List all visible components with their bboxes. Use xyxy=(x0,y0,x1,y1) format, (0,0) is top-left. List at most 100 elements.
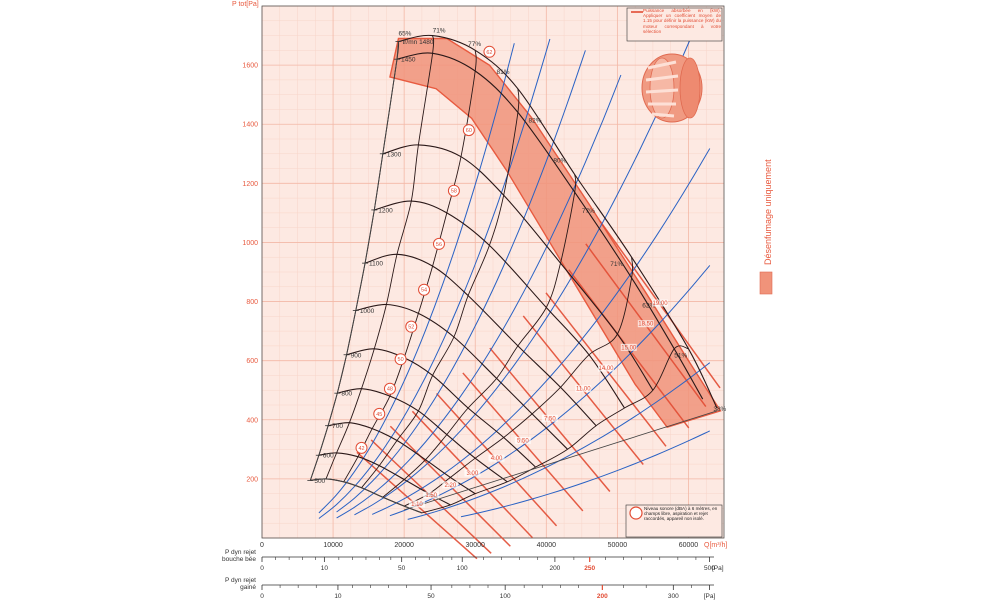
scale-tick-label: 10 xyxy=(334,593,342,600)
efficiency-label: 62% xyxy=(642,302,655,309)
sound-level-marker xyxy=(394,353,407,366)
efficiency-label: 71% xyxy=(433,28,446,35)
power-label-bg xyxy=(488,454,505,462)
efficiency-label: 82% xyxy=(529,118,542,125)
scale-title-line1: P dyn rejet xyxy=(225,577,256,584)
efficiency-label: 65% xyxy=(398,31,411,38)
power-label-bg xyxy=(423,491,440,499)
sound-level-label: 54 xyxy=(421,288,427,294)
sound-level-label: 56 xyxy=(436,242,442,248)
system-curve xyxy=(336,50,586,513)
system-curves xyxy=(318,34,711,520)
x-tick-label: 20000 xyxy=(394,542,414,549)
speed-curve-1300 xyxy=(382,144,654,391)
envelope-bottom xyxy=(310,478,423,514)
scale-tick-label: 10 xyxy=(321,565,329,572)
sound-level-marker xyxy=(462,124,475,137)
power-label: 2.20 xyxy=(445,483,457,489)
power-label-bg xyxy=(598,364,615,372)
system-curve xyxy=(354,34,693,516)
power-label-bg xyxy=(408,500,425,508)
scale-title-line2: bouche bée xyxy=(222,556,256,563)
x-axis-title: Q[m³/h] xyxy=(704,542,727,549)
sound-level-marker xyxy=(418,283,431,296)
scale-tick-label: 300 xyxy=(668,593,679,600)
speed-curve-1480 xyxy=(398,34,718,409)
scale-title-line1: P dyn rejet xyxy=(225,549,256,556)
power-label-bg xyxy=(514,436,531,444)
scale-tick-label: 100 xyxy=(457,565,468,572)
scale-tick-label: 50 xyxy=(427,593,435,600)
y-tick-label: 1600 xyxy=(242,63,258,70)
power-label-bg xyxy=(637,320,654,328)
power-label-bg xyxy=(575,385,592,393)
speed-label-800: 800 xyxy=(341,391,352,398)
y-tick-label: 1000 xyxy=(242,240,258,247)
power-label-bg xyxy=(442,481,459,489)
power-legend-text: Puissance absorbée en (kW). Appliquer un… xyxy=(643,8,721,34)
sound-level-marker xyxy=(383,382,396,395)
speed-label-900: 900 xyxy=(351,352,362,359)
scale-tick-label: 100 xyxy=(500,593,511,600)
power-label: 15.00 xyxy=(621,345,637,351)
speed-label-1200: 1200 xyxy=(378,207,393,214)
y-tick-label: 1200 xyxy=(242,181,258,188)
speed-label-700: 700 xyxy=(332,423,343,430)
speed-label-1480: tr/mn 1480 xyxy=(402,39,433,46)
x-tick-label: 50000 xyxy=(608,542,628,549)
speed-curve-1000 xyxy=(355,303,568,450)
x-tick-label: 10000 xyxy=(323,542,343,549)
power-legend: Puissance absorbée en (kW). Appliquer un… xyxy=(626,7,723,42)
sound-level-label: 62 xyxy=(486,50,492,56)
scale-tick-label: 50 xyxy=(398,565,406,572)
x-tick-label: 60000 xyxy=(679,542,699,549)
system-curve xyxy=(318,38,551,519)
sound-level-marker xyxy=(373,407,386,420)
efficiency-label: 81% xyxy=(497,69,510,76)
sound-legend-text: Niveau sonore (dBA) à 6 mètres, en champ… xyxy=(644,506,718,522)
speed-label-1000: 1000 xyxy=(360,308,375,315)
sound-level-label: 48 xyxy=(387,387,393,393)
efficiency-label: 77% xyxy=(582,208,595,215)
fan-impeller-icon xyxy=(641,53,703,123)
power-label: 1.10 xyxy=(411,502,423,508)
power-label: 5.50 xyxy=(517,438,529,444)
envelope-right xyxy=(404,410,718,511)
power-label: 7.50 xyxy=(544,416,556,422)
speed-label-1100: 1100 xyxy=(369,261,383,268)
power-label: 11.00 xyxy=(576,387,591,393)
efficiency-label: 38% xyxy=(713,406,726,413)
scale-tick-label: 200 xyxy=(549,565,560,572)
system-curve xyxy=(336,74,622,519)
efficiency-label: 51% xyxy=(674,353,687,360)
y-tick-label: 400 xyxy=(246,417,258,424)
x-tick-label: 30000 xyxy=(465,542,485,549)
speed-label-1450: 1450 xyxy=(401,57,416,64)
sound-level-label: 42 xyxy=(358,446,364,452)
side-label-text: Désenfumage uniquement xyxy=(763,159,773,265)
speed-label-500: 500 xyxy=(314,478,325,485)
sound-level-label: 58 xyxy=(451,189,457,195)
power-label: 19.00 xyxy=(653,301,669,307)
y-tick-label: 200 xyxy=(246,476,258,483)
power-label: 18.50 xyxy=(638,322,654,328)
sound-level-label: 50 xyxy=(398,357,404,363)
scale-title-line2: gainé xyxy=(240,584,256,591)
power-label: 1.50 xyxy=(425,493,437,499)
sound-level-marker xyxy=(405,320,418,333)
sound-level-marker xyxy=(447,184,460,197)
scale-tick-label: [Pa] xyxy=(704,593,716,600)
speed-label-1300: 1300 xyxy=(387,151,402,158)
x-tick-label: 0 xyxy=(260,542,264,549)
speed-curves xyxy=(310,34,718,514)
efficiency-label: 80% xyxy=(553,158,566,165)
power-label-bg xyxy=(652,299,669,307)
plot-border xyxy=(261,5,725,539)
y-tick-label: 600 xyxy=(246,358,258,365)
sound-level-marker xyxy=(355,441,368,454)
power-label: 3.00 xyxy=(467,471,479,477)
power-label-bg xyxy=(620,343,637,351)
power-label-bg xyxy=(464,469,481,477)
